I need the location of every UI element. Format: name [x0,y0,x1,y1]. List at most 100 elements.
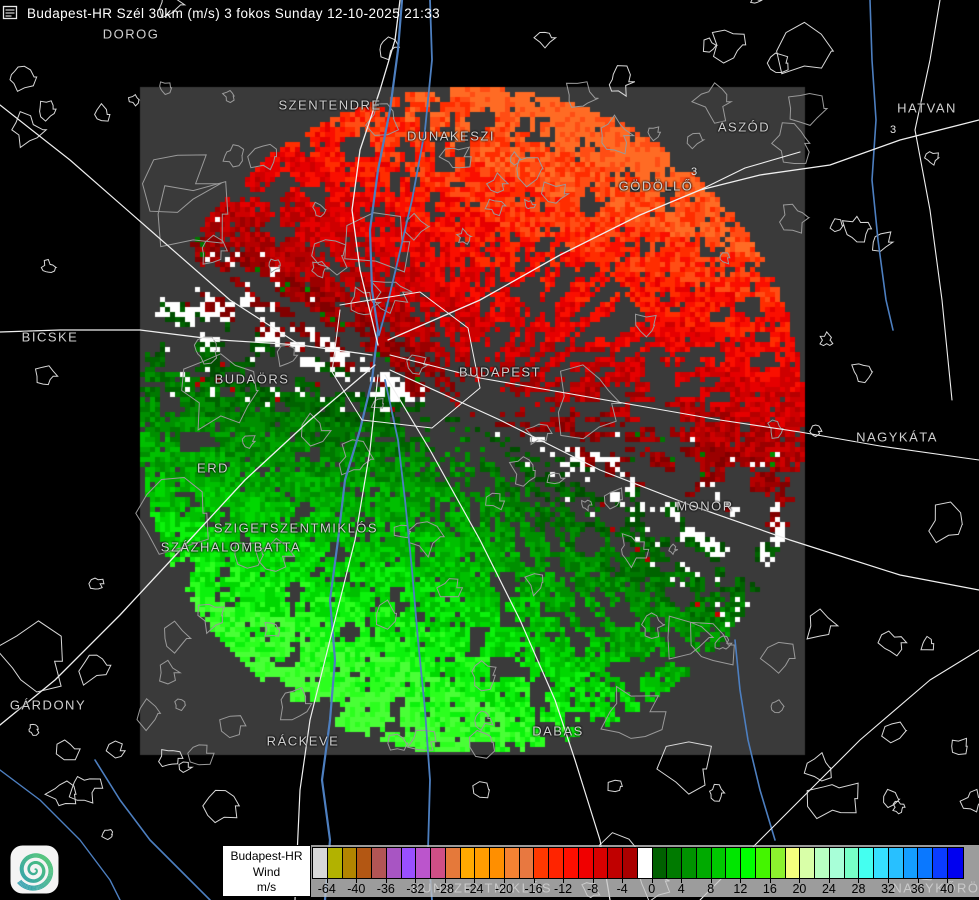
map-road-number-label: 3 [690,166,698,178]
settlement-outline [234,542,265,569]
legend-tickmark [533,879,535,883]
settlement-outline [485,172,510,194]
legend-tick-label: -8 [587,882,599,896]
legend-swatch [445,848,461,878]
map-road-number-label: 3 [889,124,897,136]
settlement-outline [101,829,114,841]
legend-tickmark [356,879,358,883]
settlement-outline [603,487,623,510]
settlement-outline [767,419,784,439]
legend-unit-label: m/s [256,880,277,895]
road-west-bicske [0,329,373,356]
legend-tick-label: -12 [554,882,573,896]
map-city-label: RÁCKEVE [266,733,340,749]
settlement-outline [928,501,963,544]
settlement-outline [365,103,400,136]
settlement-outline [806,782,859,820]
legend-swatch [800,848,816,878]
road-east-nagykata [389,354,979,461]
settlement-outline [851,363,874,384]
settlement-outline [28,723,40,736]
settlement-outline [951,737,968,756]
settlement-outline [375,599,398,630]
settlement-outline [523,198,537,210]
river-danube [320,0,404,900]
title-bar: Budapest-HR Szél 30km (m/s) 3 fokos Sund… [2,5,440,21]
legend-tickmark [474,879,476,883]
settlement-outline [871,231,895,252]
legend-tickmark [592,879,594,883]
legend-swatch [770,848,786,878]
settlement-outline [557,364,622,440]
settlement-outline [370,398,385,409]
settlement-outline [640,612,666,640]
legend-parameter-label: Wind [252,864,281,879]
settlement-outline [436,578,464,598]
legend-swatch [859,848,875,878]
settlement-outline [546,472,567,485]
settlement-outline [135,476,209,555]
legend-swatch [593,848,609,878]
settlement-outline [516,157,544,188]
settlement-outline [719,252,731,265]
settlement-outline [484,198,507,217]
legend-tick-label: -28 [435,882,454,896]
settlement-outline [163,620,193,654]
legend-tick-label: -4 [616,882,628,896]
settlement-outline [201,234,229,265]
legend-colorbar: Budapest-HR Wind m/s -64 -40 -36 -32 -28 -24-… [222,845,979,897]
river-stream-sw2 [0,769,121,900]
legend-tickmark [563,879,565,883]
legend-swatch [682,848,697,878]
settlement-outline [311,239,348,276]
legend-tickmark [947,879,949,883]
legend-tick-label: -64 [317,882,336,896]
legend-swatch [327,848,343,878]
legend-tickmark [326,879,328,883]
legend-swatch [357,848,373,878]
settlement-outline [202,789,241,824]
legend-tickmark [444,879,446,883]
legend-tick-label: 20 [792,882,807,896]
legend-tick-label: 32 [881,882,895,896]
legend-swatch [785,848,801,878]
settlement-outline [749,0,763,4]
settlement-outline [485,492,506,511]
legend-swatch [755,848,771,878]
legend-tickmark [710,879,712,883]
legend-swatch [401,848,417,878]
legend-swatch [888,848,904,878]
settlement-outline [279,687,313,721]
settlement-outline [779,203,811,234]
settlement-outline [39,100,57,122]
map-city-label: GÁRDONY [9,697,87,713]
settlement-outline [565,81,599,108]
settlement-outline [438,146,472,169]
river-stream-ne [869,0,894,331]
legend-tick-label: 12 [733,882,748,896]
settlement-outline [406,729,437,751]
legend-tickmark [769,879,771,883]
settlement-outline [620,532,650,569]
settlement-outline [474,710,494,732]
map-city-label: DOROG [102,26,160,42]
river-stream-sw [94,759,211,900]
settlement-outline [540,181,571,204]
legend-tick-label: 0 [648,882,656,896]
settlement-outline [471,660,497,692]
road-se-dabas [384,374,611,900]
settlement-outline [94,102,111,122]
legend-swatch [578,848,594,878]
legend-swatch [431,848,446,878]
legend-swatch [313,848,328,878]
legend-swatch [741,848,756,878]
cyclone-spiral-icon [17,853,54,891]
settlement-outline [300,412,333,447]
legend-swatch [623,848,638,878]
settlement-outline [88,577,105,590]
map-city-label: SZENTENDRE [278,97,382,113]
settlement-outline [254,537,296,572]
settlement-outline [806,608,840,640]
legend-swatch [460,848,476,878]
